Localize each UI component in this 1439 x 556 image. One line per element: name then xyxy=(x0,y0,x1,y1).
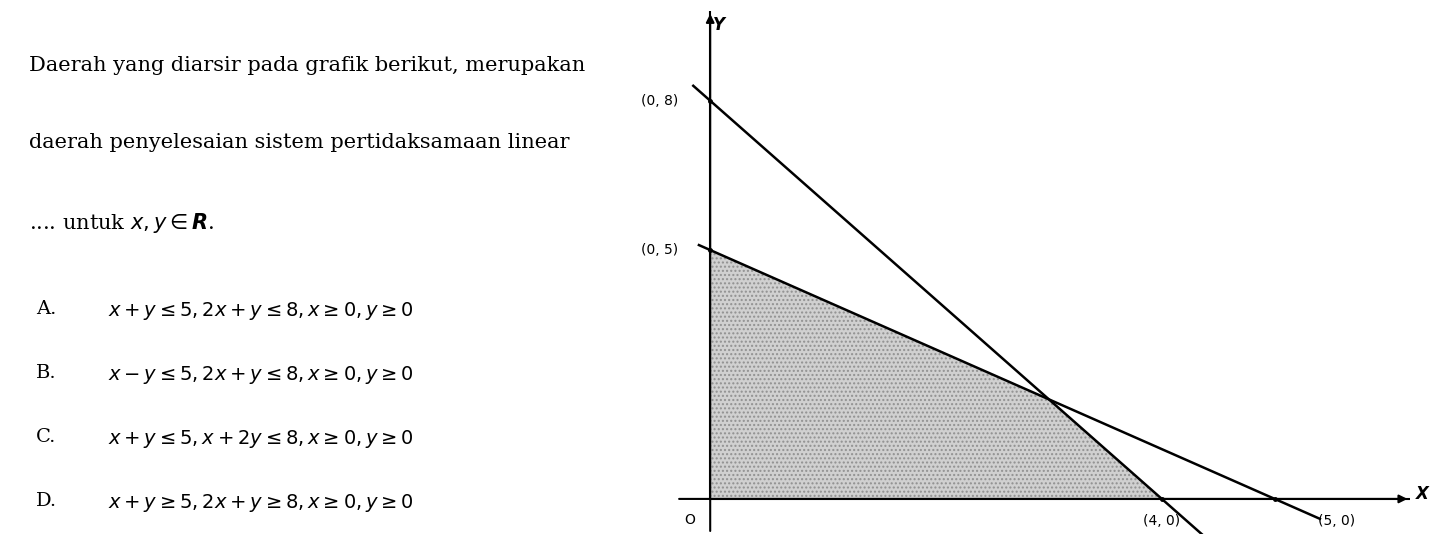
Text: (5, 0): (5, 0) xyxy=(1318,514,1356,528)
Text: Daerah yang diarsir pada grafik berikut, merupakan: Daerah yang diarsir pada grafik berikut,… xyxy=(29,56,586,75)
Text: O: O xyxy=(685,513,695,527)
Text: daerah penyelesaian sistem pertidaksamaan linear: daerah penyelesaian sistem pertidaksamaa… xyxy=(29,133,570,152)
Text: (4, 0): (4, 0) xyxy=(1143,514,1180,528)
Text: (0, 8): (0, 8) xyxy=(640,94,678,108)
Text: B.: B. xyxy=(36,364,56,382)
Text: D.: D. xyxy=(36,492,58,510)
Text: Y: Y xyxy=(714,16,725,34)
Text: X: X xyxy=(1416,485,1429,503)
Text: $x + y \leq 5, 2x + y \leq 8, x \geq 0, y \geq 0$: $x + y \leq 5, 2x + y \leq 8, x \geq 0, … xyxy=(108,300,414,322)
Text: C.: C. xyxy=(36,428,56,446)
Text: $x + y \geq 5, 2x + y \geq 8, x \geq 0, y \geq 0$: $x + y \geq 5, 2x + y \geq 8, x \geq 0, … xyxy=(108,492,414,514)
Text: (0, 5): (0, 5) xyxy=(640,243,678,257)
Text: A.: A. xyxy=(36,300,56,318)
Text: $x + y \leq 5, x + 2y \leq 8, x \geq 0, y \geq 0$: $x + y \leq 5, x + 2y \leq 8, x \geq 0, … xyxy=(108,428,414,450)
Text: .... untuk $x, y \in \boldsymbol{R}$.: .... untuk $x, y \in \boldsymbol{R}$. xyxy=(29,211,214,235)
Text: $x - y \leq 5, 2x + y \leq 8, x \geq 0, y \geq 0$: $x - y \leq 5, 2x + y \leq 8, x \geq 0, … xyxy=(108,364,414,386)
